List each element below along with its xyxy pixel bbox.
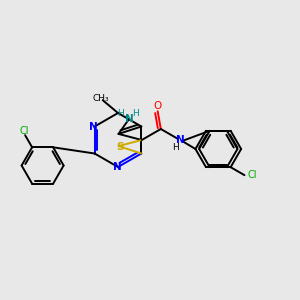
Text: Cl: Cl	[20, 126, 29, 136]
Text: N: N	[112, 162, 122, 172]
Text: O: O	[154, 101, 162, 111]
Text: N: N	[124, 114, 133, 124]
Text: S: S	[116, 142, 123, 152]
Text: N: N	[89, 122, 98, 131]
Text: CH₃: CH₃	[92, 94, 109, 103]
Text: H: H	[172, 142, 178, 152]
Text: H: H	[118, 109, 124, 118]
Text: N: N	[176, 135, 184, 145]
Text: H: H	[133, 109, 139, 118]
Text: Cl: Cl	[248, 170, 257, 180]
